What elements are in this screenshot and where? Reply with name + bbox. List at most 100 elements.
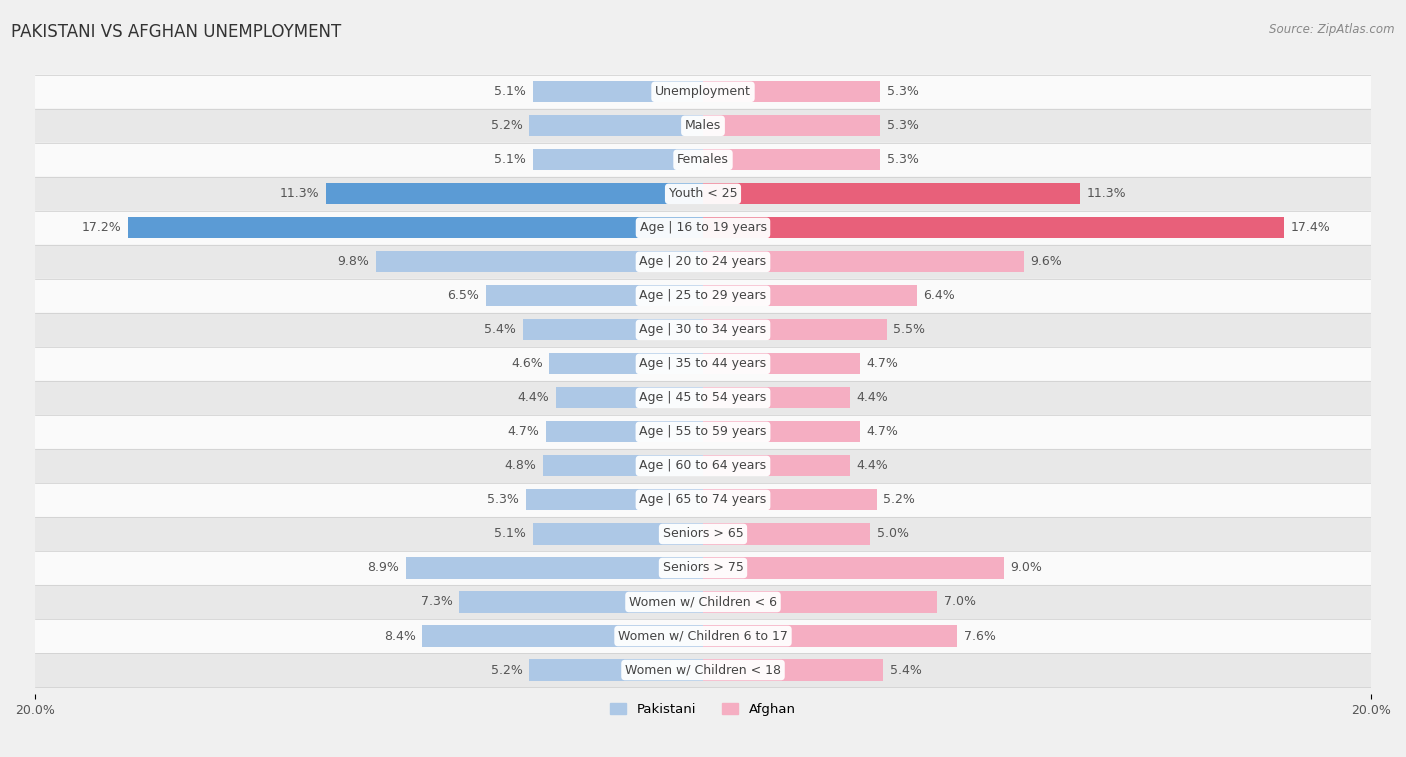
FancyBboxPatch shape — [35, 517, 1371, 551]
Bar — [703, 422, 860, 443]
Bar — [460, 591, 703, 612]
Text: 6.5%: 6.5% — [447, 289, 479, 302]
Bar — [703, 456, 851, 476]
FancyBboxPatch shape — [35, 619, 1371, 653]
FancyBboxPatch shape — [35, 653, 1371, 687]
Text: 5.4%: 5.4% — [484, 323, 516, 336]
Text: 5.3%: 5.3% — [887, 120, 918, 132]
Text: Women w/ Children < 18: Women w/ Children < 18 — [626, 664, 780, 677]
FancyBboxPatch shape — [35, 347, 1371, 381]
FancyBboxPatch shape — [35, 245, 1371, 279]
Bar — [703, 319, 887, 341]
Bar — [703, 354, 860, 375]
Text: 4.4%: 4.4% — [856, 459, 889, 472]
Text: 5.2%: 5.2% — [491, 664, 523, 677]
Bar — [486, 285, 703, 307]
Bar — [543, 456, 703, 476]
Text: 4.4%: 4.4% — [517, 391, 550, 404]
Text: 4.4%: 4.4% — [856, 391, 889, 404]
Text: 5.4%: 5.4% — [890, 664, 922, 677]
Bar — [703, 285, 917, 307]
Text: Males: Males — [685, 120, 721, 132]
Bar — [703, 183, 1080, 204]
FancyBboxPatch shape — [35, 483, 1371, 517]
Text: Females: Females — [678, 154, 728, 167]
Text: 8.4%: 8.4% — [384, 630, 416, 643]
Bar — [406, 557, 703, 578]
Bar — [526, 490, 703, 510]
Text: Unemployment: Unemployment — [655, 86, 751, 98]
Text: 7.0%: 7.0% — [943, 596, 976, 609]
Text: 5.3%: 5.3% — [887, 86, 918, 98]
Bar — [529, 659, 703, 681]
Text: 5.3%: 5.3% — [887, 154, 918, 167]
Text: 9.8%: 9.8% — [337, 255, 368, 269]
Text: Women w/ Children 6 to 17: Women w/ Children 6 to 17 — [619, 630, 787, 643]
FancyBboxPatch shape — [35, 449, 1371, 483]
FancyBboxPatch shape — [35, 415, 1371, 449]
Text: 5.1%: 5.1% — [494, 154, 526, 167]
FancyBboxPatch shape — [35, 211, 1371, 245]
Text: 9.6%: 9.6% — [1031, 255, 1062, 269]
Bar — [529, 115, 703, 136]
Bar — [703, 81, 880, 102]
Text: 7.3%: 7.3% — [420, 596, 453, 609]
Text: 5.3%: 5.3% — [488, 494, 519, 506]
Text: 5.1%: 5.1% — [494, 528, 526, 540]
Bar — [422, 625, 703, 646]
Text: Youth < 25: Youth < 25 — [669, 187, 737, 201]
Text: 5.2%: 5.2% — [491, 120, 523, 132]
Legend: Pakistani, Afghan: Pakistani, Afghan — [605, 698, 801, 721]
Text: 8.9%: 8.9% — [367, 562, 399, 575]
Bar — [703, 115, 880, 136]
Bar — [703, 388, 851, 409]
Text: 4.7%: 4.7% — [866, 357, 898, 370]
Bar — [703, 557, 1004, 578]
Bar — [533, 149, 703, 170]
FancyBboxPatch shape — [35, 75, 1371, 109]
FancyBboxPatch shape — [35, 177, 1371, 211]
Text: 4.6%: 4.6% — [510, 357, 543, 370]
FancyBboxPatch shape — [35, 143, 1371, 177]
Text: Age | 35 to 44 years: Age | 35 to 44 years — [640, 357, 766, 370]
Text: Women w/ Children < 6: Women w/ Children < 6 — [628, 596, 778, 609]
Bar — [703, 591, 936, 612]
Text: Age | 55 to 59 years: Age | 55 to 59 years — [640, 425, 766, 438]
Bar — [533, 81, 703, 102]
Text: Seniors > 65: Seniors > 65 — [662, 528, 744, 540]
Text: 11.3%: 11.3% — [1087, 187, 1126, 201]
Text: Age | 65 to 74 years: Age | 65 to 74 years — [640, 494, 766, 506]
Bar — [703, 659, 883, 681]
FancyBboxPatch shape — [35, 313, 1371, 347]
FancyBboxPatch shape — [35, 109, 1371, 143]
Text: 9.0%: 9.0% — [1011, 562, 1042, 575]
Bar — [523, 319, 703, 341]
Bar — [703, 149, 880, 170]
Text: 6.4%: 6.4% — [924, 289, 955, 302]
Text: Age | 60 to 64 years: Age | 60 to 64 years — [640, 459, 766, 472]
FancyBboxPatch shape — [35, 585, 1371, 619]
FancyBboxPatch shape — [35, 551, 1371, 585]
Bar — [703, 490, 877, 510]
FancyBboxPatch shape — [35, 279, 1371, 313]
Text: 5.0%: 5.0% — [877, 528, 908, 540]
Bar — [555, 388, 703, 409]
Text: 17.2%: 17.2% — [82, 221, 122, 235]
Bar — [326, 183, 703, 204]
Text: 5.1%: 5.1% — [494, 86, 526, 98]
Text: Age | 30 to 34 years: Age | 30 to 34 years — [640, 323, 766, 336]
Text: 17.4%: 17.4% — [1291, 221, 1330, 235]
Text: 5.5%: 5.5% — [893, 323, 925, 336]
Text: 4.7%: 4.7% — [866, 425, 898, 438]
Text: 4.8%: 4.8% — [505, 459, 536, 472]
Text: Age | 45 to 54 years: Age | 45 to 54 years — [640, 391, 766, 404]
Bar — [375, 251, 703, 273]
Bar — [546, 422, 703, 443]
Bar — [703, 625, 957, 646]
Bar — [533, 523, 703, 544]
Text: Seniors > 75: Seniors > 75 — [662, 562, 744, 575]
Bar — [128, 217, 703, 238]
Text: Source: ZipAtlas.com: Source: ZipAtlas.com — [1270, 23, 1395, 36]
Text: PAKISTANI VS AFGHAN UNEMPLOYMENT: PAKISTANI VS AFGHAN UNEMPLOYMENT — [11, 23, 342, 41]
Text: Age | 20 to 24 years: Age | 20 to 24 years — [640, 255, 766, 269]
